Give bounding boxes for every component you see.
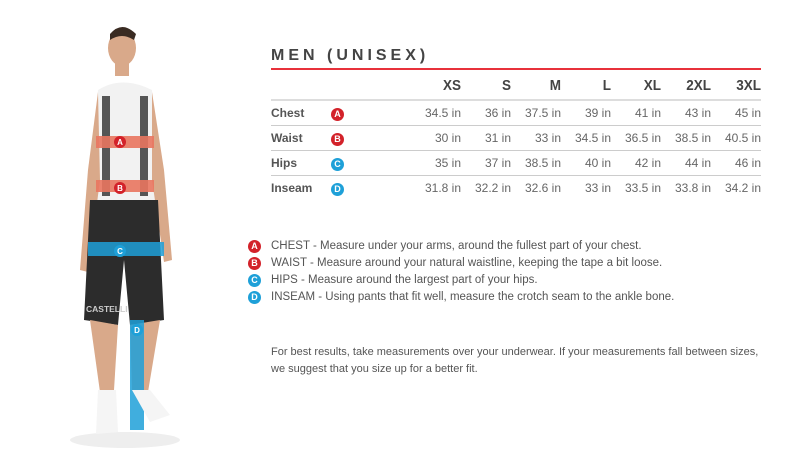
badge-c-icon: C	[248, 274, 261, 287]
legend-item: B WAIST - Measure around your natural wai…	[248, 257, 662, 270]
badge-b-icon: B	[331, 132, 344, 146]
svg-text:B: B	[117, 184, 123, 193]
measurement-cell: 38.5 in	[511, 150, 561, 176]
size-header: XS	[416, 72, 461, 101]
measurement-cell: 41 in	[611, 99, 661, 126]
inseam-band	[130, 320, 144, 430]
measurement-cell: 39 in	[561, 99, 611, 126]
legend-item: C HIPS - Measure around the largest part …	[248, 274, 538, 287]
measurement-cell: 35 in	[411, 150, 461, 176]
chart-title: MEN (UNISEX)	[271, 47, 430, 64]
measurement-cell: 34.5 in	[561, 125, 611, 151]
measurement-cell: 32.6 in	[511, 175, 561, 200]
hips-band	[88, 242, 164, 256]
measurement-cell: 33 in	[511, 125, 561, 151]
figure-badge-c: C	[114, 245, 126, 257]
measurement-cell: 37.5 in	[511, 99, 561, 126]
measurement-cell: 31 in	[461, 125, 511, 151]
badge-b-icon: B	[248, 257, 261, 270]
empty-header	[277, 72, 331, 101]
svg-text:D: D	[134, 326, 140, 335]
figure-badge-b: B	[114, 182, 126, 194]
badge-a-icon: A	[248, 240, 261, 253]
measurement-cell: 33.8 in	[661, 175, 711, 200]
legend-text: WAIST - Measure around your natural wais…	[271, 257, 663, 269]
row-label: Inseam	[271, 175, 331, 200]
size-header-row: XS S M L XL 2XL 3XL	[271, 72, 761, 101]
badge-a-icon: A	[331, 107, 344, 121]
row-badge-cell: B	[331, 125, 411, 151]
table-row: Inseam D 31.8 in 32.2 in 32.6 in 33 in 33.5 in…	[271, 175, 761, 200]
badge-c-icon: C	[331, 157, 344, 171]
measurement-cell: 44 in	[661, 150, 711, 176]
measurement-cell: 45 in	[711, 99, 761, 126]
table-row: Waist B 30 in 31 in 33 in 34.5 in 36.5 in 38.5 …	[271, 125, 761, 151]
measurement-cell: 40 in	[561, 150, 611, 176]
measurement-cell: 36 in	[461, 99, 511, 126]
figure-badge-d: D	[131, 324, 143, 336]
measurement-cell: 34.5 in	[411, 99, 461, 126]
row-badge-cell: D	[331, 175, 411, 200]
legend-text: CHEST - Measure under your arms, around …	[271, 240, 642, 252]
brand-logo: CASTELLI	[86, 304, 128, 314]
measurement-cell: 40.5 in	[711, 125, 761, 151]
measurement-cell: 34.2 in	[711, 175, 761, 200]
legend-item: A CHEST - Measure under your arms, around…	[248, 240, 642, 253]
row-label: Waist	[271, 125, 331, 151]
measurement-cell: 36.5 in	[611, 125, 661, 151]
title-divider	[271, 68, 761, 70]
measurement-cell: 32.2 in	[461, 175, 511, 200]
badge-d-icon: D	[331, 182, 344, 196]
measurement-cell: 46 in	[711, 150, 761, 176]
size-table: XS S M L XL 2XL 3XL Chest A 34.5 in 36 in 37…	[271, 72, 761, 200]
size-header: 2XL	[666, 72, 711, 101]
svg-text:C: C	[117, 247, 123, 256]
fit-note: For best results, take measurements over…	[271, 346, 759, 375]
measurement-cell: 42 in	[611, 150, 661, 176]
legend-item: D INSEAM - Using pants that fit well, mea…	[248, 291, 674, 304]
measurement-cell: 37 in	[461, 150, 511, 176]
svg-text:A: A	[117, 138, 123, 147]
legend-text: INSEAM - Using pants that fit well, meas…	[271, 291, 675, 303]
model-figure: CASTELLI A B C D	[70, 27, 180, 448]
measurement-cell: 38.5 in	[661, 125, 711, 151]
measurement-cell: 30 in	[411, 125, 461, 151]
figure-badge-a: A	[114, 136, 126, 148]
row-badge-cell: C	[331, 150, 411, 176]
legend-text: HIPS - Measure around the largest part o…	[271, 274, 538, 286]
badge-d-icon: D	[248, 291, 261, 304]
size-header: 3XL	[716, 72, 761, 101]
measurement-cell: 33 in	[561, 175, 611, 200]
row-badge-cell: A	[331, 99, 411, 126]
row-label: Chest	[271, 99, 331, 126]
table-row: Hips C 35 in 37 in 38.5 in 40 in 42 in 44 in 46 …	[271, 150, 761, 176]
row-label: Hips	[271, 150, 331, 176]
size-header: XL	[616, 72, 661, 101]
size-header: S	[466, 72, 511, 101]
size-header: L	[566, 72, 611, 101]
measurement-cell: 31.8 in	[411, 175, 461, 200]
measurement-cell: 43 in	[661, 99, 711, 126]
table-row: Chest A 34.5 in 36 in 37.5 in 39 in 41 in 43 in…	[271, 99, 761, 126]
empty-header	[339, 72, 411, 101]
measurement-cell: 33.5 in	[611, 175, 661, 200]
size-header: M	[516, 72, 561, 101]
